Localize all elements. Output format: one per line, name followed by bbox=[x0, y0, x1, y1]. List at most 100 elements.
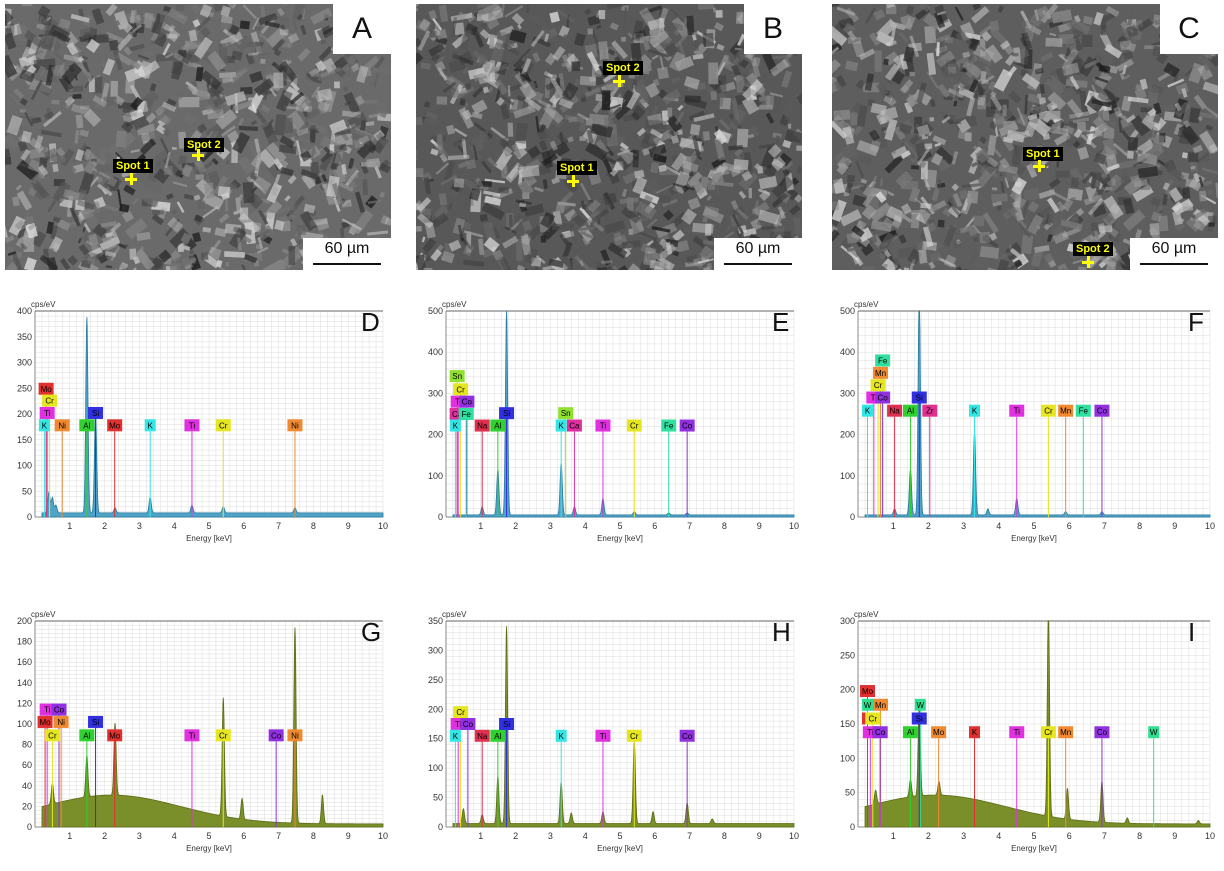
sem-grain bbox=[1172, 210, 1183, 226]
sem-grain bbox=[989, 27, 1009, 47]
sem-grain bbox=[1012, 201, 1024, 222]
element-label: Cr bbox=[865, 712, 881, 725]
element-label: Cr bbox=[870, 379, 886, 392]
sem-grain bbox=[463, 259, 485, 267]
sem-grain bbox=[247, 92, 264, 113]
sem-grain bbox=[587, 199, 601, 213]
sem-grain bbox=[989, 20, 1000, 32]
sem-grain bbox=[1020, 34, 1028, 42]
sem-grain bbox=[1073, 128, 1083, 139]
sem-grain bbox=[416, 254, 428, 270]
element-label-box bbox=[38, 419, 50, 432]
x-tick-label: 2 bbox=[102, 831, 107, 841]
sem-grain bbox=[82, 61, 90, 73]
sem-grain bbox=[159, 10, 169, 23]
sem-grain bbox=[30, 117, 42, 125]
sem-grain bbox=[895, 170, 914, 189]
sem-grain bbox=[934, 34, 951, 44]
x-tick-label: 4 bbox=[172, 831, 177, 841]
sem-grain bbox=[928, 261, 936, 270]
sem-grain bbox=[574, 254, 589, 270]
sem-grain bbox=[10, 23, 22, 36]
sem-grain bbox=[78, 8, 85, 18]
sem-grain bbox=[871, 175, 877, 189]
sem-grain bbox=[1057, 263, 1071, 270]
element-label-box bbox=[969, 404, 981, 417]
sem-grain bbox=[118, 242, 127, 250]
sem-grain bbox=[187, 83, 199, 95]
sem-grain bbox=[631, 79, 638, 89]
sem-grain bbox=[535, 116, 540, 133]
sem-grain bbox=[1021, 198, 1030, 218]
sem-grain bbox=[832, 201, 839, 211]
sem-grain bbox=[193, 194, 201, 201]
sem-grain bbox=[1045, 37, 1063, 48]
sem-grain bbox=[471, 135, 485, 152]
element-label: Na bbox=[474, 419, 490, 432]
sem-grain bbox=[149, 183, 162, 195]
sem-grain bbox=[582, 236, 591, 246]
sem-grain bbox=[696, 245, 714, 265]
sem-grain bbox=[317, 70, 329, 83]
sem-grain bbox=[1048, 189, 1070, 203]
sem-grain bbox=[344, 100, 352, 107]
sem-grain bbox=[211, 157, 219, 166]
element-label-box bbox=[1009, 726, 1025, 739]
sem-grain bbox=[906, 154, 914, 162]
sem-grain bbox=[606, 4, 630, 10]
sem-grain bbox=[1162, 101, 1175, 112]
sem-grain bbox=[883, 122, 894, 134]
sem-grain bbox=[579, 230, 596, 241]
sem-grain bbox=[169, 262, 182, 270]
x-tick-label: 9 bbox=[757, 831, 762, 841]
sem-grain bbox=[716, 186, 720, 195]
sem-grain bbox=[884, 155, 903, 174]
sem-grain bbox=[287, 195, 305, 216]
sem-grain bbox=[576, 226, 598, 232]
element-label: Si bbox=[88, 406, 104, 419]
sem-grain bbox=[253, 176, 272, 192]
sem-grain bbox=[1207, 215, 1217, 225]
sem-grain bbox=[912, 265, 931, 270]
sem-grain bbox=[315, 218, 330, 232]
sem-grain bbox=[552, 223, 574, 231]
sem-grain bbox=[87, 255, 96, 264]
panel-letter: F bbox=[1188, 307, 1204, 337]
y-tick-label: 250 bbox=[428, 675, 443, 685]
element-label-text: Co bbox=[1097, 728, 1108, 737]
sem-grain bbox=[123, 184, 136, 196]
sem-grain bbox=[735, 12, 743, 25]
sem-grain bbox=[710, 171, 725, 185]
sem-grain bbox=[667, 107, 673, 117]
sem-grain bbox=[658, 164, 667, 173]
sem-grain bbox=[832, 42, 843, 56]
sem-grain bbox=[269, 87, 277, 97]
element-label-text: Co bbox=[878, 394, 889, 403]
sem-grain bbox=[311, 86, 321, 99]
element-label-text: Ti bbox=[455, 720, 462, 729]
sem-grain bbox=[266, 182, 283, 204]
element-label-box bbox=[865, 712, 881, 725]
sem-grain bbox=[771, 184, 785, 198]
sem-grain bbox=[282, 4, 292, 7]
sem-grain bbox=[551, 33, 572, 56]
sem-grain bbox=[1118, 118, 1123, 133]
sem-grain bbox=[460, 237, 473, 250]
sem-grain bbox=[637, 25, 653, 41]
sem-grain bbox=[416, 168, 424, 177]
element-label: Al bbox=[902, 404, 918, 417]
element-label-text: Na bbox=[889, 407, 900, 416]
sem-grain bbox=[221, 163, 236, 173]
sem-grain bbox=[1027, 200, 1040, 213]
x-tick-label: 1 bbox=[67, 521, 72, 531]
sem-grain bbox=[1106, 163, 1121, 172]
sem-grain bbox=[299, 210, 318, 232]
sem-grain bbox=[362, 179, 368, 196]
sem-grain bbox=[735, 74, 746, 93]
y-tick-label: 200 bbox=[428, 704, 443, 714]
sem-texture bbox=[416, 4, 802, 270]
sem-grain bbox=[1120, 165, 1130, 184]
sem-grain bbox=[586, 267, 599, 270]
sem-grain bbox=[202, 205, 219, 219]
sem-grain bbox=[693, 41, 699, 51]
